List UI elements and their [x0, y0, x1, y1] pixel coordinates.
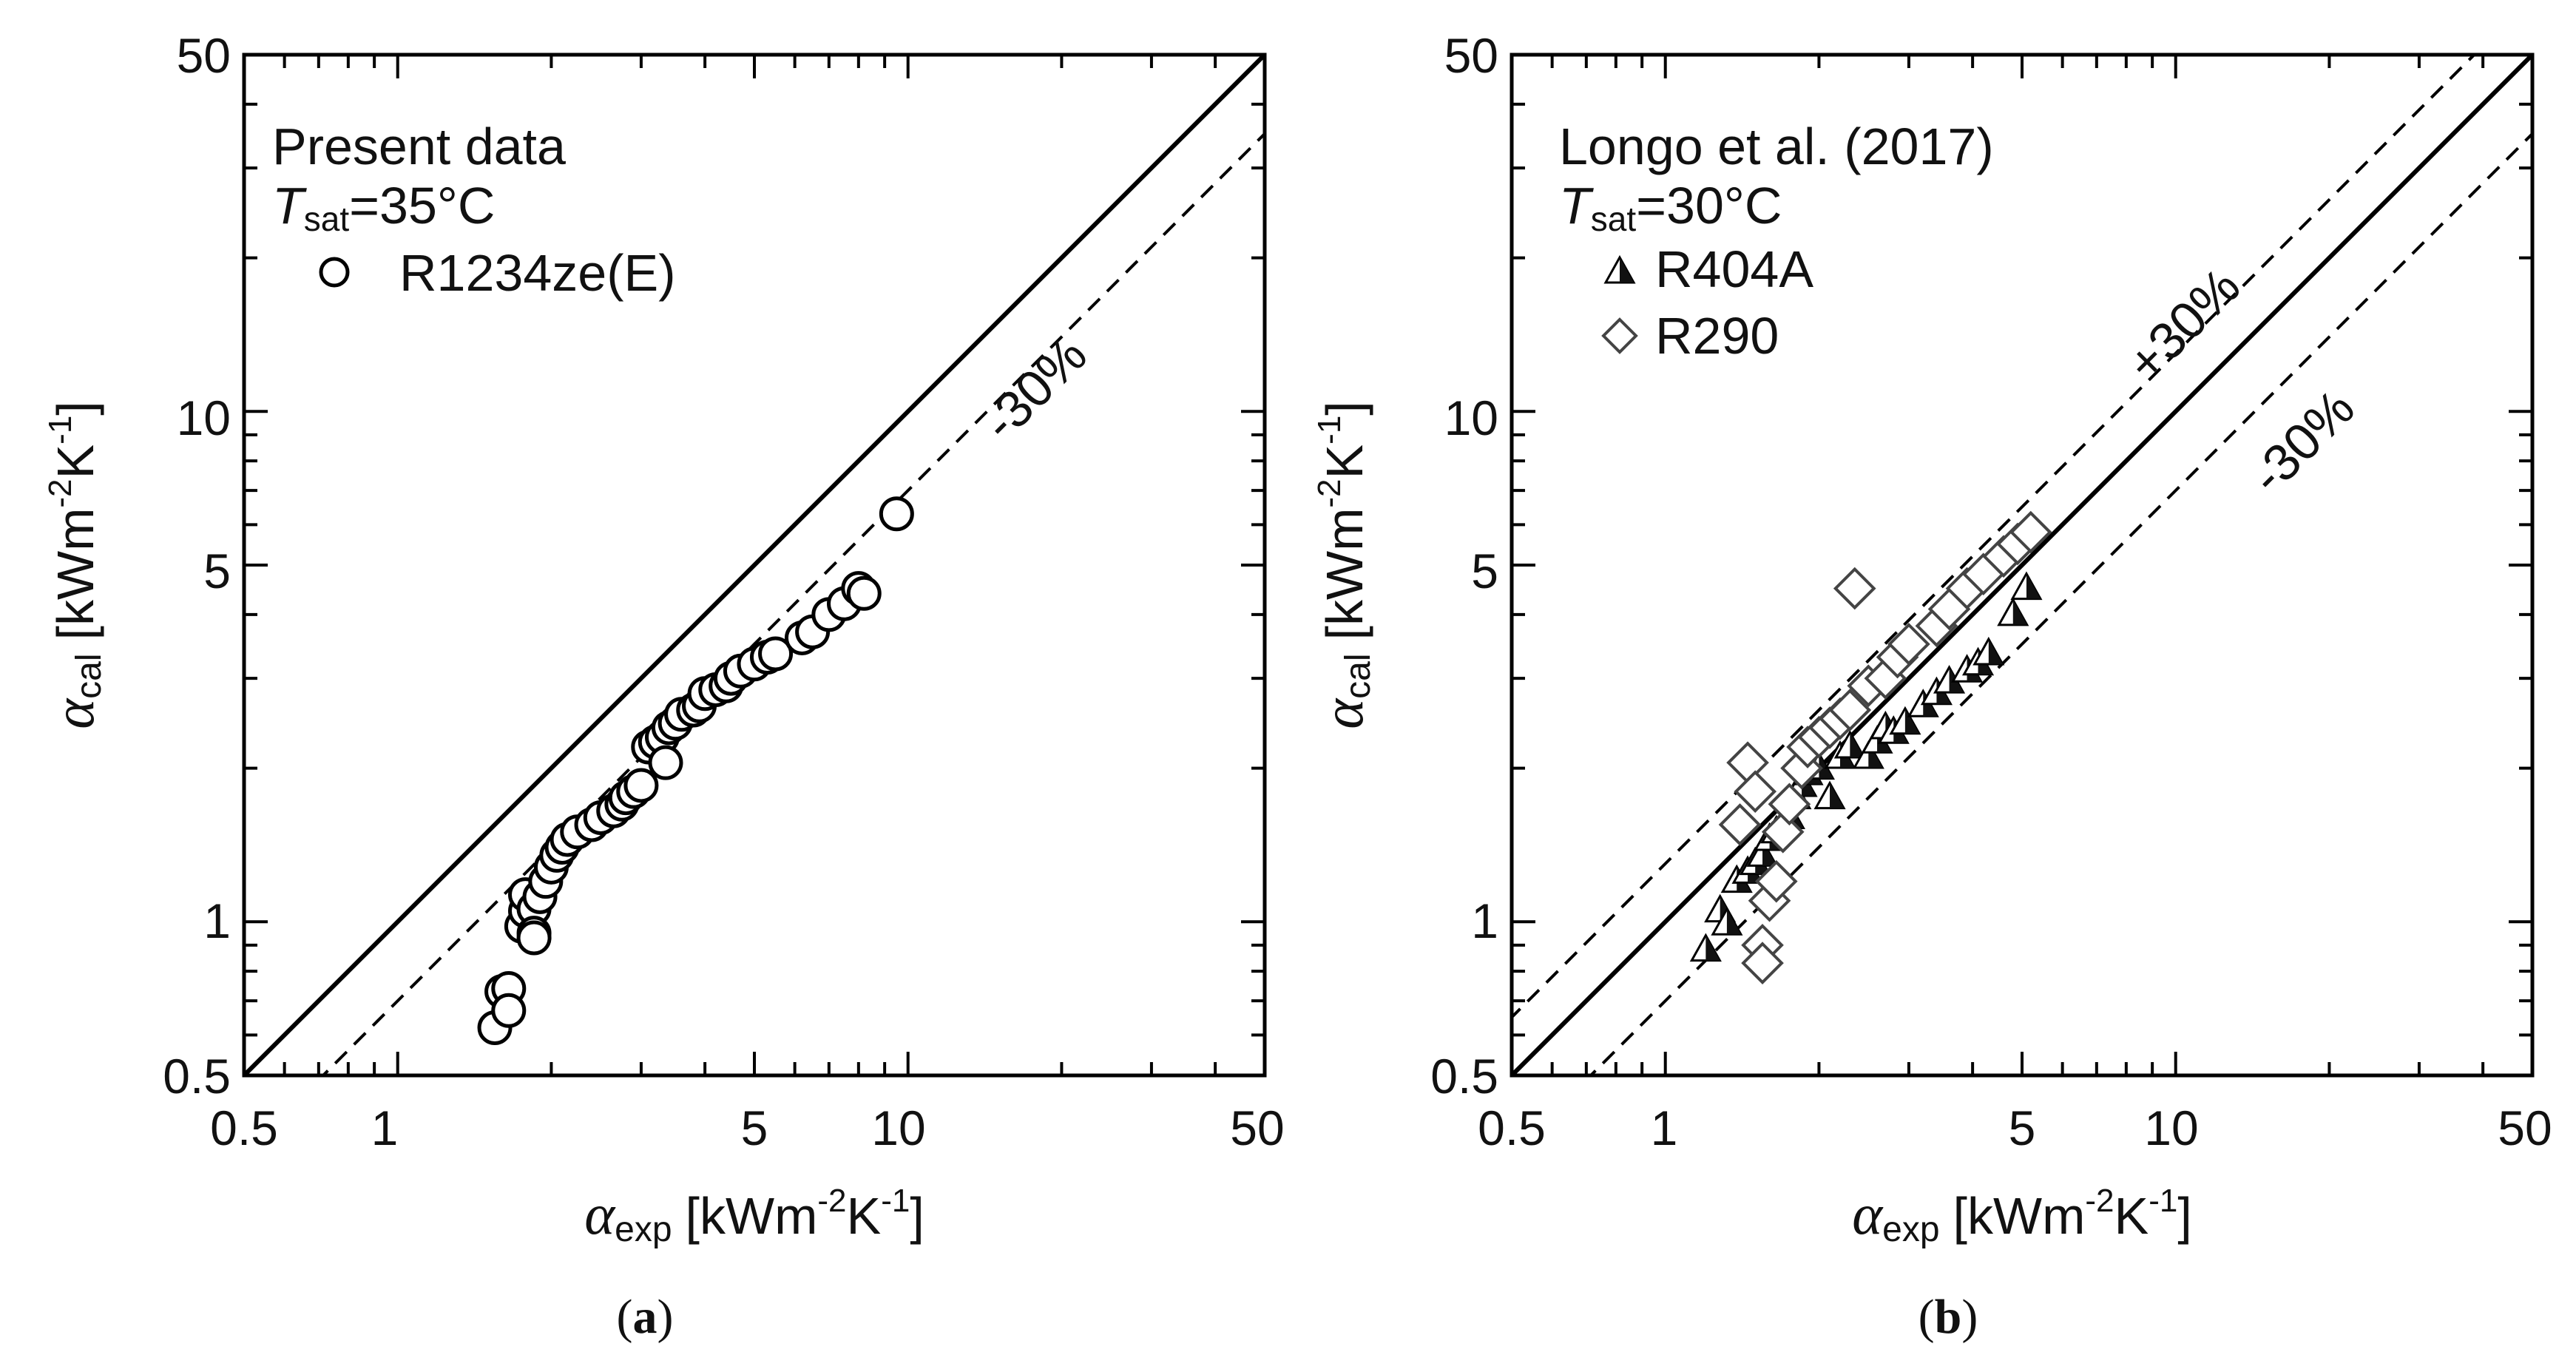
x-tick-label: 5	[741, 1101, 768, 1155]
data-point-r290	[1828, 689, 1872, 731]
x-axis-title: αexp [kWm-2K-1]	[1852, 1182, 2192, 1249]
legend-title: Present data	[272, 118, 566, 175]
panel-caption: (a)	[617, 1290, 674, 1344]
legend-title: Longo et al. (2017)	[1559, 118, 1994, 175]
y-tick-label: 0.5	[163, 1049, 231, 1104]
x-tick-label: 1	[371, 1101, 399, 1155]
reference-lines	[244, 55, 1265, 1075]
parity-line	[244, 55, 1265, 1075]
y-axis-title: αcal[kWm-2K-1]	[1311, 401, 1378, 729]
y-axis-title: αcal[kWm-2K-1]	[41, 401, 109, 729]
y-tick-label: 50	[1444, 28, 1498, 83]
data-point-r1234zeE	[758, 636, 794, 672]
data-point-r1234zeE	[516, 920, 552, 956]
data-point-r290	[1833, 567, 1876, 610]
data-point-r290	[1768, 783, 1811, 826]
y-tick-label: 1	[203, 893, 231, 948]
data-point-r290	[1718, 803, 1762, 846]
data-point-r404a	[1689, 933, 1722, 962]
x-tick-label: 0.5	[210, 1101, 278, 1155]
y-tick-label: 5	[1471, 544, 1498, 598]
data-point-r404a	[1972, 636, 2005, 666]
data-point-r1234zeE	[648, 745, 683, 780]
x-tick-label: 50	[1230, 1101, 1284, 1155]
reference-lines	[1512, 55, 2532, 1075]
parity-line	[1512, 55, 2532, 1075]
tick-marks	[1510, 53, 2534, 1077]
y-tick-label: 50	[177, 28, 231, 83]
x-axis-title: αexp [kWm-2K-1]	[584, 1182, 924, 1249]
data-point-r290	[1741, 942, 1784, 984]
data-point-r404a	[1997, 597, 2029, 626]
y-tick-label: 10	[1444, 391, 1498, 445]
x-tick-label: 10	[871, 1101, 925, 1155]
x-tick-label: 5	[2009, 1101, 2036, 1155]
data-point-r404a	[1711, 907, 1743, 936]
legend-label: R290	[1655, 307, 1779, 365]
data-point-r290	[2009, 510, 2052, 554]
data-points	[477, 496, 914, 1046]
data-point-r1234zeE	[491, 993, 527, 1028]
data-point-r1234zeE	[623, 768, 659, 803]
data-point-r290	[1734, 770, 1777, 813]
line-label-minus30: -30%	[2239, 379, 2365, 505]
legend-label: R1234ze(E)	[399, 244, 676, 302]
deviation-line	[1589, 132, 2532, 1075]
legend-label: R404A	[1655, 240, 1813, 298]
data-points	[1689, 510, 2052, 984]
data-point-r404a	[1889, 706, 1921, 735]
data-point-r1234zeE	[879, 496, 914, 532]
x-tick-label: 50	[2498, 1101, 2552, 1155]
panel-a: 0.5 1 5 10 50 0.5 1 5 10 50 αexp [kWm-2K-…	[41, 28, 1285, 1344]
y-tick-label: 10	[177, 391, 231, 445]
panel-caption: (b)	[1919, 1290, 1978, 1344]
legend-marker-circle	[319, 257, 350, 288]
deviation-line	[321, 132, 1265, 1075]
line-label-plus30: +30%	[2115, 257, 2251, 392]
x-tick-label: 10	[2144, 1101, 2198, 1155]
legend: Present data Tsat=35°C R1234ze(E)	[272, 118, 676, 302]
data-point-r290	[1754, 859, 1798, 903]
deviation-line	[1512, 55, 2477, 1020]
data-point-r1234zeE	[846, 575, 882, 611]
legend: Longo et al. (2017) Tsat=30°C R404A R290	[1559, 118, 1994, 365]
x-tick-label: 1	[1651, 1101, 1678, 1155]
data-point-r290	[1887, 623, 1930, 666]
x-tick-label: 0.5	[1478, 1101, 1546, 1155]
data-point-r404a	[1833, 729, 1866, 759]
line-label-minus30: -30%	[971, 325, 1098, 452]
data-point-r404a	[2010, 571, 2043, 601]
legend-condition: Tsat=30°C	[1559, 177, 1782, 238]
data-point-r404a	[1813, 780, 1846, 810]
y-tick-label: 0.5	[1430, 1049, 1498, 1104]
legend-marker-triangle	[1603, 254, 1636, 284]
y-tick-label: 5	[203, 544, 231, 598]
legend-marker-diamond	[1601, 317, 1638, 354]
tick-marks	[243, 53, 1266, 1077]
panel-b: 0.5 1 5 10 50 0.5 1 5 10 50 αexp [kWm-2K-…	[1311, 28, 2552, 1344]
legend-condition: Tsat=35°C	[272, 177, 495, 238]
y-tick-label: 1	[1471, 893, 1498, 948]
